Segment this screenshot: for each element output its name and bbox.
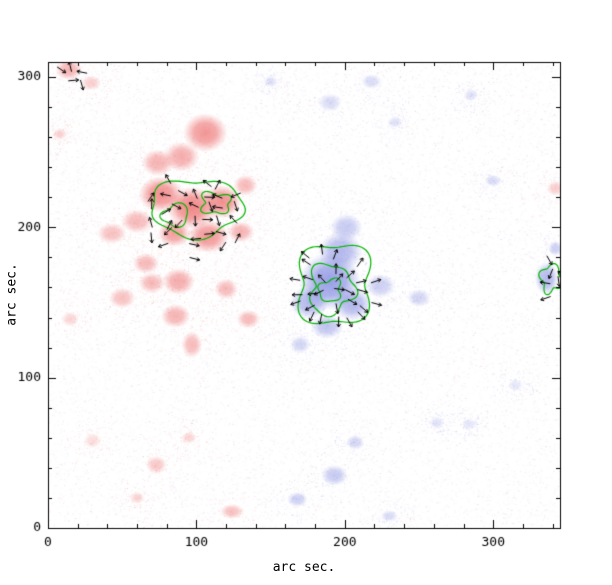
y-axis-label: arc sec. [4, 263, 20, 326]
x-axis-label: arc sec. [272, 560, 336, 575]
